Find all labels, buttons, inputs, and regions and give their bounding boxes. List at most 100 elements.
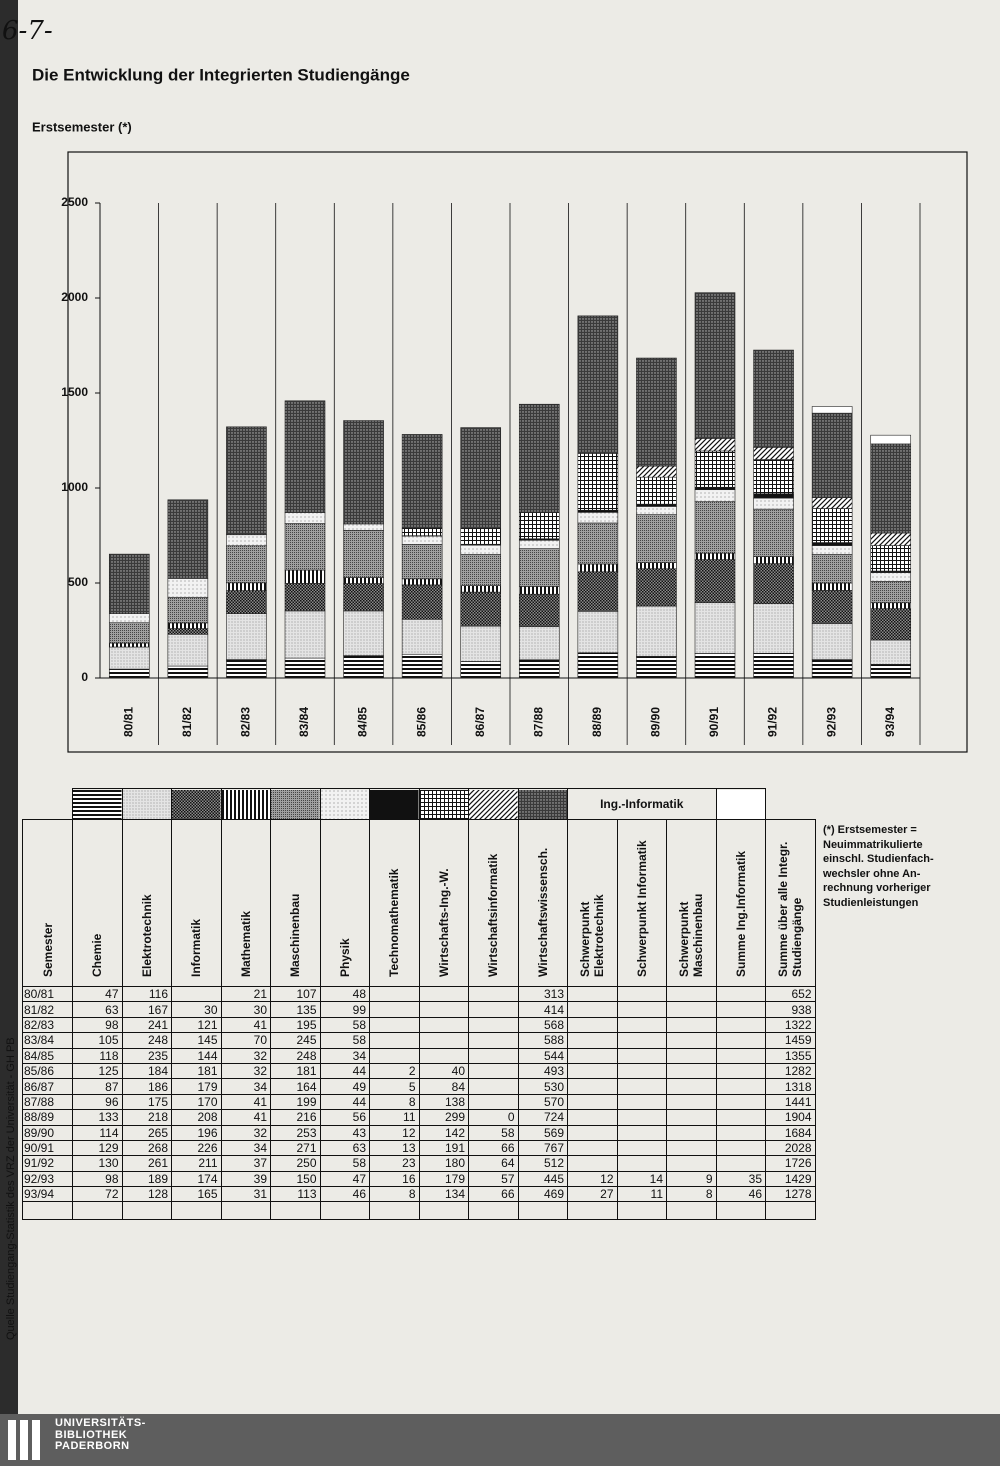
blank-cell	[23, 789, 73, 820]
value-cell: 250	[270, 1155, 321, 1172]
value-cell: 568	[517, 1016, 568, 1034]
empty-cell	[171, 1201, 222, 1221]
column-header: Chemie	[90, 933, 105, 977]
bar-segment	[226, 426, 267, 536]
value-cell	[715, 1016, 767, 1034]
value-cell	[715, 985, 767, 1003]
value-cell: 1684	[765, 1124, 816, 1141]
value-cell: 128	[121, 1186, 172, 1203]
column-header: Maschinenbau	[288, 893, 303, 977]
value-cell: 245	[270, 1032, 321, 1049]
value-cell: 44	[319, 1093, 370, 1111]
bar-segment	[401, 544, 443, 580]
value-cell: 248	[270, 1047, 321, 1064]
bar-segment	[401, 434, 443, 529]
value-cell	[666, 1016, 717, 1034]
bar-segment	[636, 514, 677, 563]
bar-segment	[753, 493, 794, 499]
bar-segment	[753, 556, 794, 564]
value-cell: 138	[418, 1093, 469, 1111]
semester-cell: 92/93	[22, 1170, 73, 1188]
value-cell: 41	[220, 1109, 271, 1126]
value-cell: 184	[121, 1062, 172, 1080]
bar-segment	[694, 602, 736, 654]
bar-segment	[753, 349, 794, 448]
y-tick-label: 2500	[61, 195, 88, 209]
bar-segment	[577, 509, 619, 513]
bar-segment	[460, 527, 502, 545]
header-cell: Chemie	[72, 819, 123, 987]
bar-segment	[401, 618, 443, 655]
value-cell	[715, 1155, 767, 1172]
footnote: (*) Erstsemester = Neuimmatrikulierte eins…	[823, 823, 963, 910]
value-cell: 313	[517, 985, 568, 1003]
footnote-line: rechnung vorheriger	[823, 882, 931, 894]
legend-swatch-box	[419, 789, 468, 819]
bar-segment	[870, 580, 912, 604]
value-cell: 174	[171, 1170, 222, 1188]
footnote-line: Studienleistungen	[823, 896, 919, 909]
column-header: Technomathematik	[387, 868, 402, 977]
column-header: Summe Ing.Informatik	[733, 850, 748, 977]
semester-cell: 90/91	[22, 1139, 73, 1157]
bar-segment	[460, 427, 502, 529]
y-tick-label: 0	[81, 670, 88, 684]
semester-cell: 83/84	[22, 1032, 73, 1049]
value-cell: 253	[270, 1124, 321, 1141]
bar-segment	[108, 642, 150, 648]
value-cell: 1904	[765, 1109, 816, 1126]
value-cell: 544	[517, 1047, 568, 1064]
empty-cell	[121, 1201, 172, 1221]
value-cell: 70	[220, 1032, 271, 1049]
header-row: Semester Chemie Elektrotechnik Informatik Ma…	[22, 819, 816, 987]
bar-segment	[284, 569, 326, 584]
empty-cell	[567, 1201, 618, 1221]
footnote-line: einschl. Studienfach-	[823, 853, 934, 865]
value-cell	[171, 985, 222, 1003]
value-cell: 41	[220, 1093, 271, 1111]
legend-swatch-box	[172, 789, 221, 819]
table-row: 92/93 98 189 174 39 150 47 16 179 57 445 12 14 9 35 142…	[22, 1170, 816, 1188]
semester-cell: 86/87	[22, 1078, 73, 1095]
empty-cell	[616, 1201, 667, 1221]
y-tick-label: 500	[68, 575, 88, 589]
value-cell: 63	[319, 1139, 370, 1157]
value-cell: 43	[319, 1124, 370, 1141]
legend-swatch	[271, 789, 320, 819]
chart-subtitle: Erstsemester (*)	[32, 119, 132, 134]
bar-segment	[870, 664, 912, 679]
x-tick-label: 80/81	[121, 707, 135, 737]
value-cell: 116	[121, 985, 172, 1003]
bar-segment	[343, 655, 384, 679]
bar-segment	[518, 593, 560, 627]
value-cell: 63	[72, 1001, 123, 1018]
value-cell: 13	[369, 1139, 420, 1157]
value-cell: 1322	[765, 1016, 816, 1034]
value-cell	[616, 1093, 667, 1111]
bar-segment	[870, 602, 912, 609]
bar-segment	[870, 434, 912, 445]
bar-segment	[167, 499, 209, 579]
bar-segment	[811, 497, 853, 509]
legend-cell	[121, 788, 172, 820]
value-cell: 113	[270, 1186, 321, 1203]
value-cell: 58	[319, 1016, 370, 1034]
bar-segment	[401, 578, 443, 586]
value-cell	[567, 1155, 618, 1172]
value-cell	[567, 1109, 618, 1126]
value-cell: 0	[468, 1109, 519, 1126]
value-cell: 64	[468, 1155, 519, 1172]
value-cell: 16	[369, 1170, 420, 1188]
value-cell	[666, 1062, 717, 1080]
header-cell: Schwerpunkt Elektrotechnik	[567, 819, 618, 987]
table-row: 80/81 47 116 21 107 48 313 652	[22, 985, 816, 1003]
bar-segment	[284, 523, 326, 571]
bar-segment	[870, 639, 912, 665]
value-cell	[715, 1078, 767, 1095]
value-cell	[369, 1032, 420, 1049]
value-cell: 1278	[765, 1186, 816, 1203]
value-cell	[715, 1139, 767, 1157]
value-cell: 23	[369, 1155, 420, 1172]
legend-swatch-box	[320, 789, 369, 819]
y-tick-label: 1000	[61, 480, 88, 494]
